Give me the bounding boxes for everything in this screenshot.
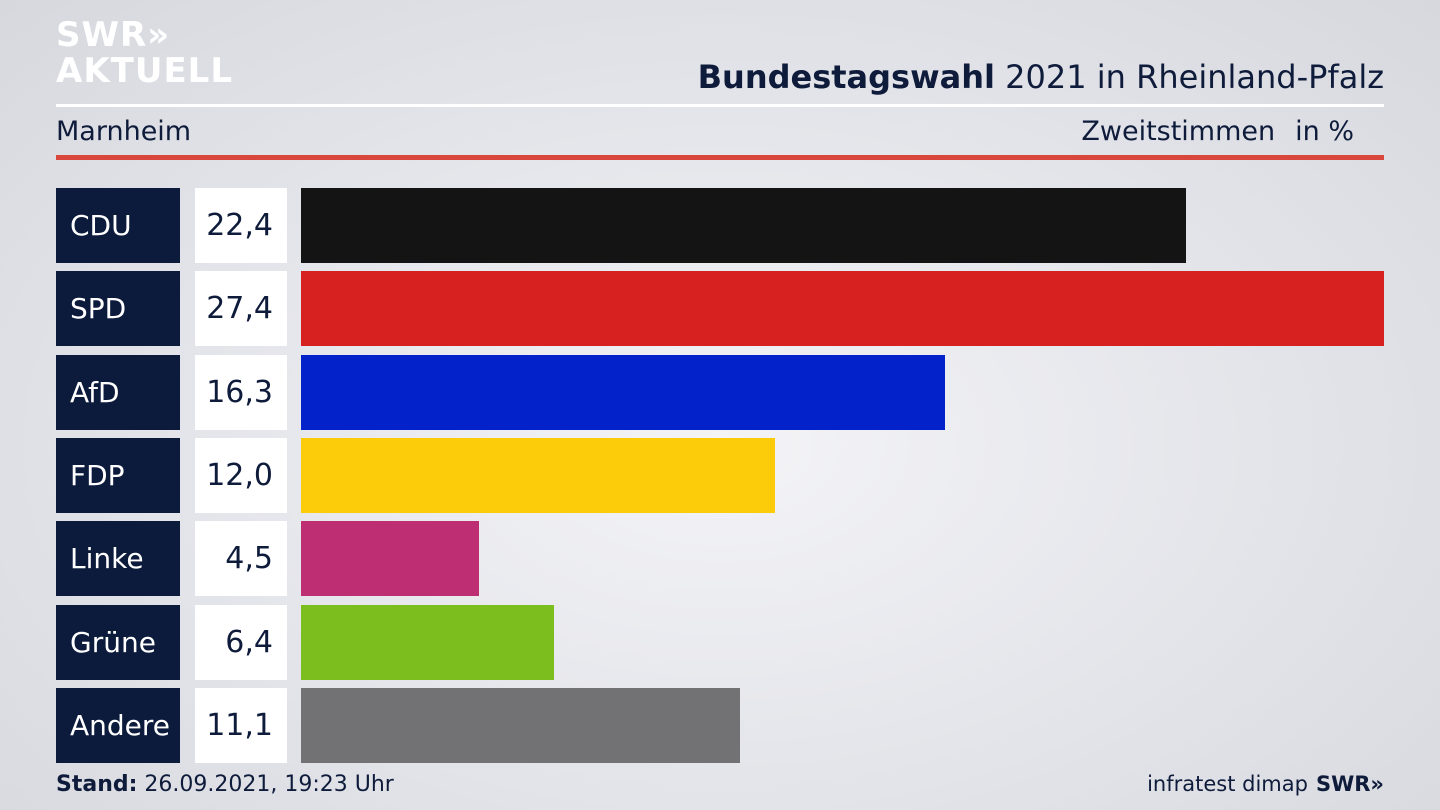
region-label: Marnheim bbox=[56, 116, 192, 147]
party-label: Linke bbox=[56, 521, 180, 596]
accent-divider bbox=[56, 155, 1384, 160]
bar-cdu bbox=[301, 188, 1186, 263]
bar-row: FDP 12,0 bbox=[56, 438, 1384, 513]
value-label: 27,4 bbox=[195, 271, 287, 346]
chart-title-rest: 2021 in Rheinland-Pfalz bbox=[995, 58, 1384, 96]
bar-row: Andere 11,1 bbox=[56, 688, 1384, 763]
party-label: SPD bbox=[56, 271, 180, 346]
bar-linke bbox=[301, 521, 479, 596]
stand-value: 26.09.2021, 19:23 Uhr bbox=[137, 772, 394, 797]
chart-title: Bundestagswahl 2021 in Rheinland-Pfalz bbox=[698, 58, 1384, 96]
bar-fdp bbox=[301, 438, 775, 513]
bar-spd bbox=[301, 271, 1384, 346]
value-label: 4,5 bbox=[195, 521, 287, 596]
swr-brand-logo: SWR» bbox=[1315, 772, 1384, 796]
logo-line-1: SWR» bbox=[56, 15, 171, 55]
swr-aktuell-logo: SWR» AKTUELL bbox=[56, 18, 233, 88]
party-label: AfD bbox=[56, 355, 180, 430]
bar-row: AfD 16,3 bbox=[56, 355, 1384, 430]
bar-row: Linke 4,5 bbox=[56, 521, 1384, 596]
party-label: CDU bbox=[56, 188, 180, 263]
header-divider bbox=[56, 104, 1384, 107]
logo-line-2: AKTUELL bbox=[56, 51, 234, 91]
vote-type-label: Zweitstimmen in % bbox=[1081, 116, 1354, 147]
stand-label: Stand: bbox=[56, 772, 138, 797]
bar-row: SPD 27,4 bbox=[56, 271, 1384, 346]
value-label: 22,4 bbox=[195, 188, 287, 263]
chart-title-bold: Bundestagswahl bbox=[697, 58, 995, 96]
bar-andere bbox=[301, 688, 740, 763]
party-label: FDP bbox=[56, 438, 180, 513]
value-label: 16,3 bbox=[195, 355, 287, 430]
unit-label: in % bbox=[1295, 116, 1354, 147]
source-label: infratest dimap bbox=[1147, 772, 1308, 796]
bar-grüne bbox=[301, 605, 554, 680]
party-label: Andere bbox=[56, 688, 180, 763]
party-label: Grüne bbox=[56, 605, 180, 680]
bar-afd bbox=[301, 355, 945, 430]
value-label: 11,1 bbox=[195, 688, 287, 763]
vote-type: Zweitstimmen bbox=[1081, 116, 1276, 147]
value-label: 6,4 bbox=[195, 605, 287, 680]
bar-row: CDU 22,4 bbox=[56, 188, 1384, 263]
bar-row: Grüne 6,4 bbox=[56, 605, 1384, 680]
timestamp: Stand: 26.09.2021, 19:23 Uhr bbox=[56, 772, 394, 797]
value-label: 12,0 bbox=[195, 438, 287, 513]
source-credit: infratest dimap SWR» bbox=[1147, 772, 1384, 796]
